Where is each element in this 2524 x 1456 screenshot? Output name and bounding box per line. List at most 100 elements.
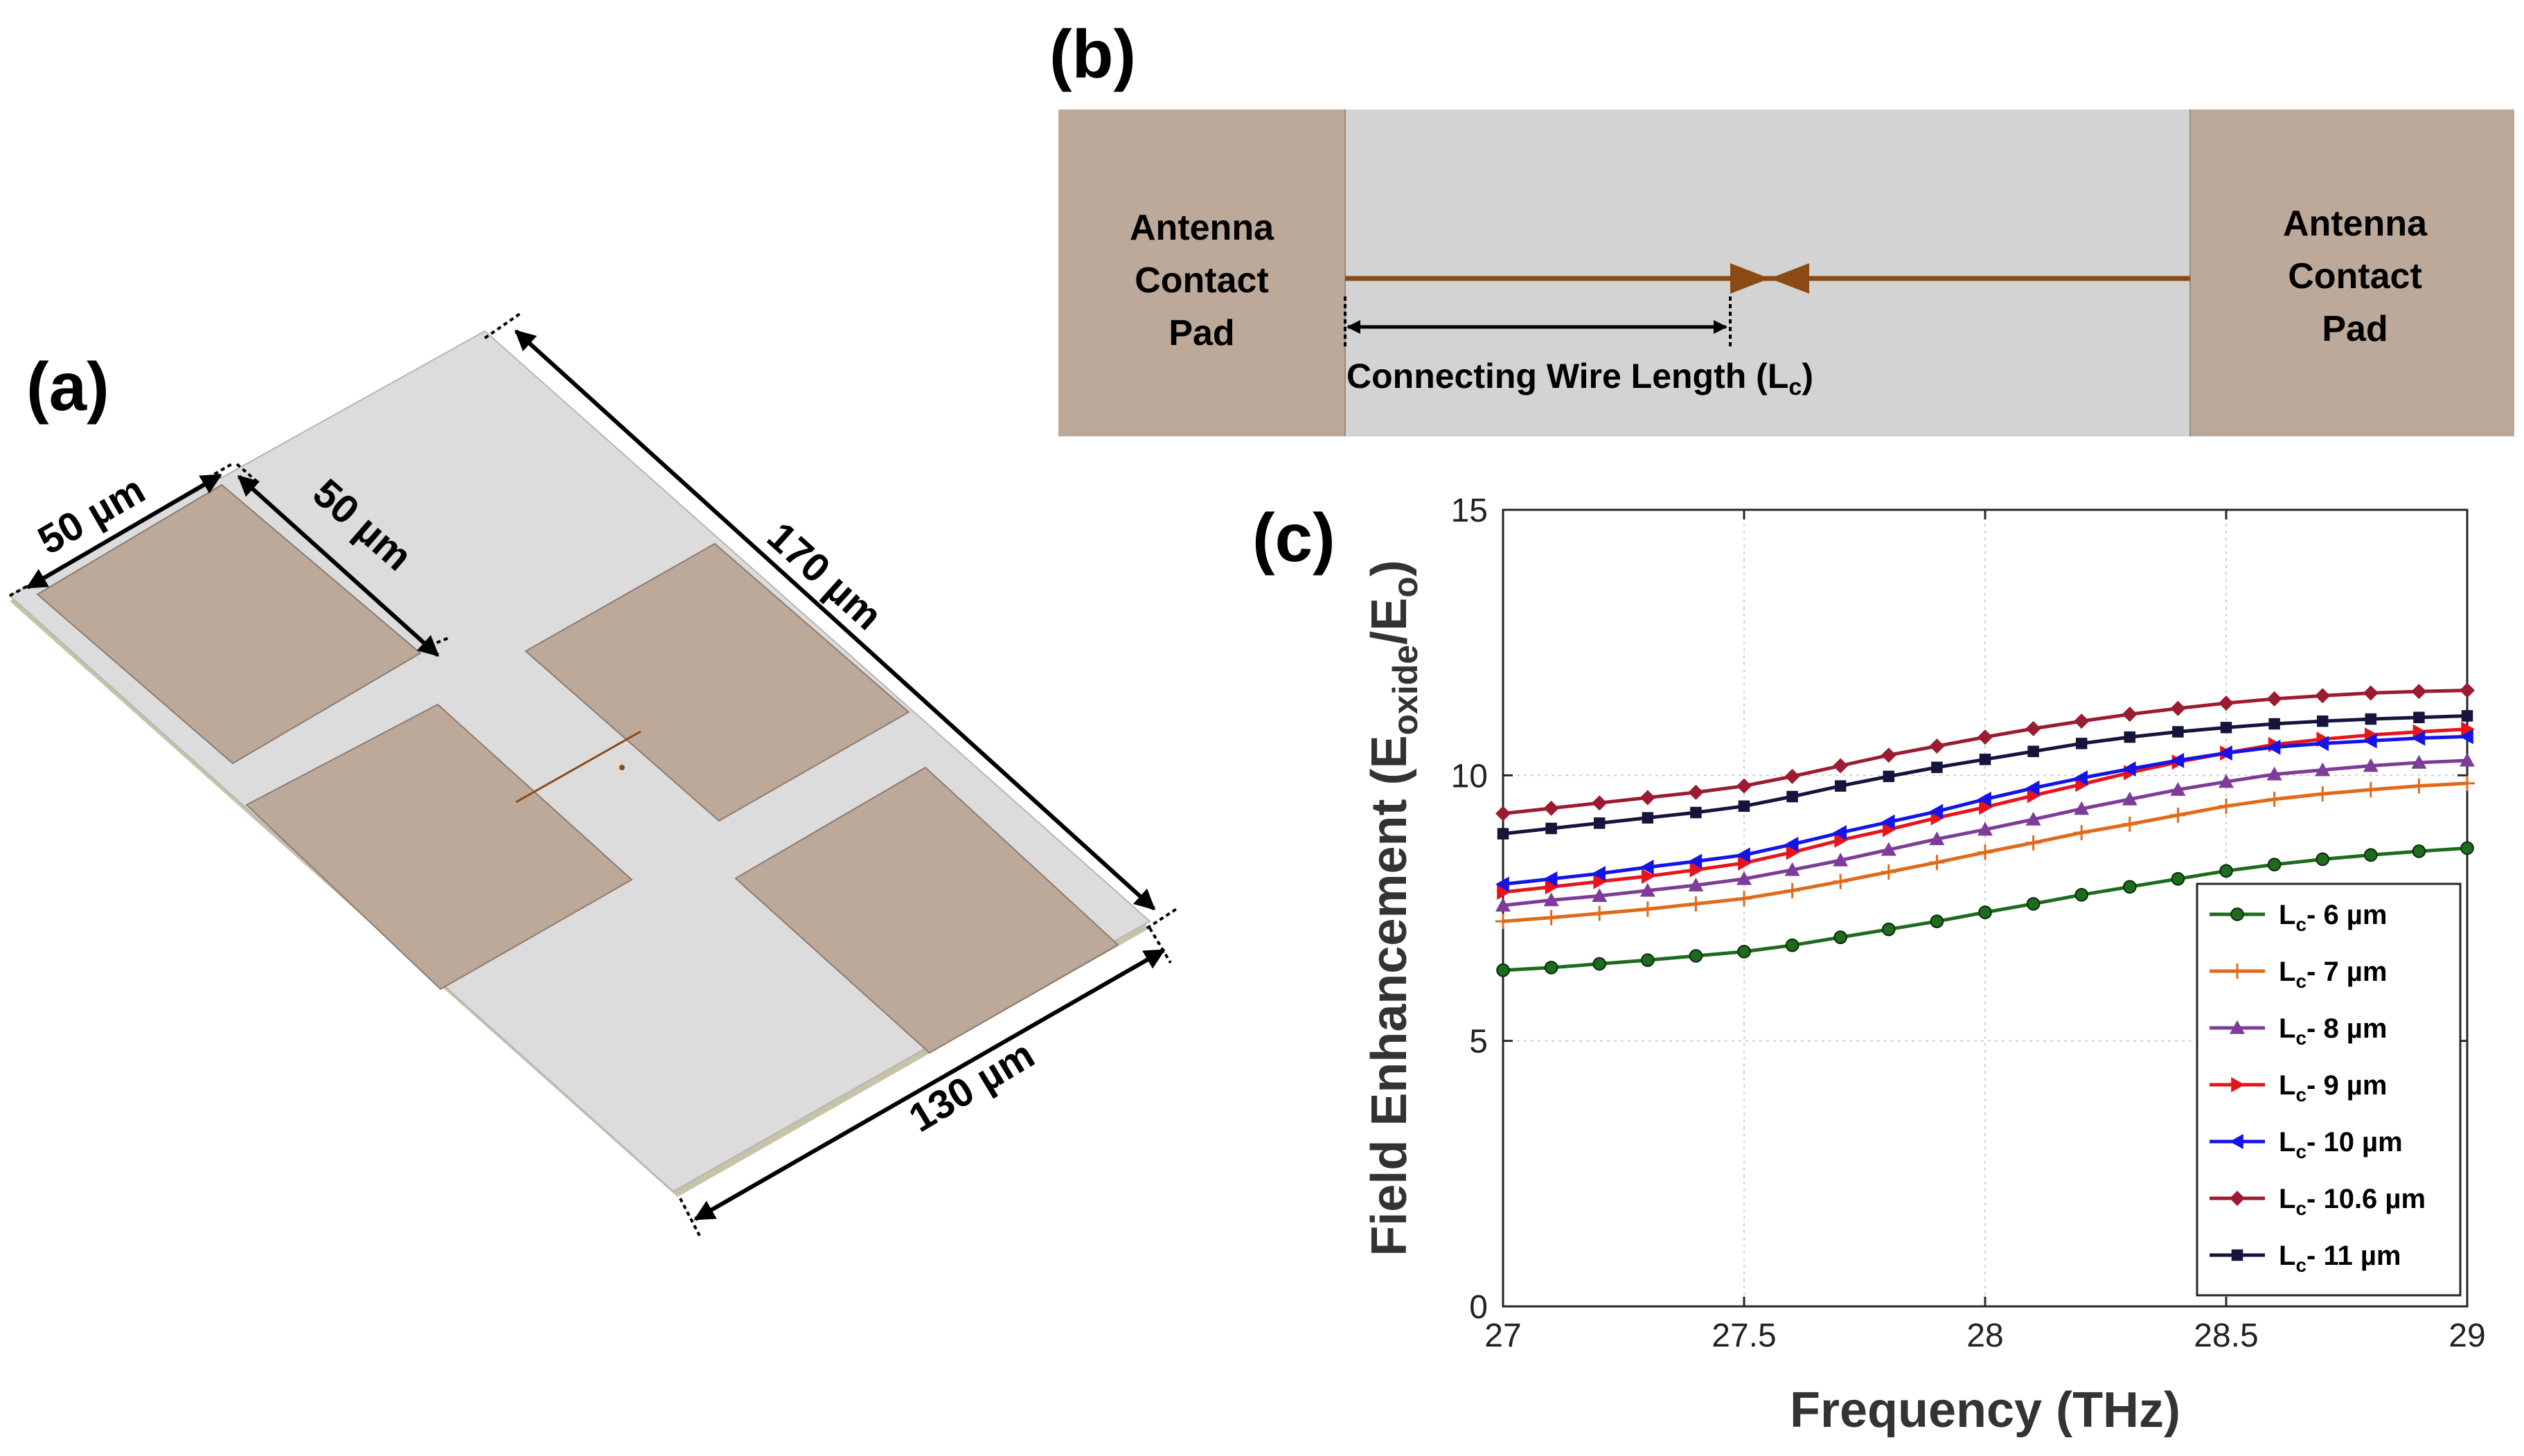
data-point <box>2025 811 2041 826</box>
series-6 <box>1497 710 2473 840</box>
data-point <box>1592 888 1608 903</box>
data-point <box>1882 922 1896 936</box>
data-point <box>2219 695 2234 711</box>
wire-length-label: Connecting Wire Length (Lc) <box>1347 357 1813 400</box>
panel-b: (b) Antenna Contact Pad Antenna Contact … <box>1049 16 2514 436</box>
data-point <box>1543 892 1559 907</box>
data-point <box>1784 882 1800 898</box>
series-5 <box>1495 682 2475 822</box>
dim-ext-line <box>483 312 522 339</box>
series-2 <box>1495 752 2475 912</box>
data-point <box>1593 817 1606 829</box>
data-point <box>2123 880 2137 894</box>
data-point <box>1929 804 1944 819</box>
data-point <box>1881 814 1895 830</box>
data-point <box>1786 790 1798 803</box>
legend-marker <box>2231 1077 2245 1092</box>
data-point <box>2074 825 2090 841</box>
data-point <box>2268 718 2280 730</box>
data-point <box>1738 855 1752 871</box>
data-point <box>1495 806 1511 822</box>
diode-right-triangle <box>1770 263 1809 294</box>
data-point <box>1736 778 1752 794</box>
legend-entry: Lc- 7 µm <box>2210 957 2387 992</box>
data-point <box>1930 914 1944 928</box>
right-contact-pad <box>2190 109 2514 436</box>
dim-arrow-pad-height <box>237 474 440 657</box>
data-point <box>1641 953 1655 967</box>
series-0 <box>1496 841 2474 977</box>
legend-label: Lc- 6 µm <box>2279 900 2387 935</box>
data-point <box>1931 761 1943 774</box>
data-point <box>1833 825 1847 841</box>
data-point <box>2219 798 2234 814</box>
legend-marker <box>2230 907 2244 921</box>
data-point <box>1497 885 1511 900</box>
data-point <box>2122 761 2136 777</box>
data-point <box>2363 782 2379 798</box>
data-point <box>1690 806 1702 819</box>
data-point <box>2170 782 2186 796</box>
data-point <box>1834 780 1847 792</box>
data-point <box>1689 949 1703 963</box>
data-point <box>2364 848 2378 862</box>
data-point <box>1543 871 1558 887</box>
legend-box <box>2196 882 2462 1297</box>
data-point <box>1929 855 1945 871</box>
data-point <box>1738 800 1750 813</box>
data-point <box>2074 888 2088 902</box>
diode-3d <box>619 765 625 770</box>
dim-arrow-pad-width <box>26 473 222 589</box>
legend-marker <box>2230 964 2245 979</box>
legend-marker <box>2230 1191 2245 1206</box>
data-point <box>2266 766 2282 781</box>
data-point <box>2365 713 2377 725</box>
legend-marker <box>2230 1020 2245 1034</box>
data-point <box>2122 707 2138 722</box>
data-point <box>2460 682 2475 698</box>
data-point <box>1978 844 1993 860</box>
dim-ext-line <box>422 636 451 650</box>
legend-entry: Lc- 8 µm <box>2210 1013 2387 1049</box>
data-point <box>2220 722 2232 734</box>
data-point <box>1543 909 1559 925</box>
data-point <box>2266 739 2281 755</box>
data-point <box>1545 822 1557 835</box>
data-point <box>1978 729 1993 745</box>
data-point <box>2316 852 2329 867</box>
data-point <box>1592 866 1606 882</box>
legend-entry: Lc- 9 µm <box>2210 1070 2387 1106</box>
data-point <box>1883 822 1896 837</box>
data-point <box>2412 844 2426 858</box>
dim-arrow-width <box>693 948 1166 1221</box>
right-pad-line-1: Antenna <box>2283 204 2428 244</box>
data-point <box>2363 733 2377 749</box>
legend-label: Lc- 7 µm <box>2279 957 2387 992</box>
data-point <box>2461 710 2473 722</box>
data-point <box>1833 853 1849 867</box>
data-point <box>1786 844 1800 860</box>
right-pad-line-2: Contact <box>2288 256 2422 296</box>
data-point <box>2460 729 2473 745</box>
data-point <box>1688 784 1704 800</box>
legend-entry: Lc- 6 µm <box>2210 900 2387 935</box>
data-point <box>1785 938 1799 952</box>
field-enhancement-chart: 27 27.5 28 28.5 29 0 5 10 15 Frequency (THz) Field… <box>1362 492 2486 1438</box>
data-point <box>2219 864 2233 878</box>
data-point <box>1979 799 1993 815</box>
data-point <box>1642 812 1654 824</box>
y-tick-label: 10 <box>1451 758 1488 794</box>
dim-ext-line <box>9 579 38 597</box>
data-point <box>2074 770 2088 786</box>
legend-label: Lc- 8 µm <box>2279 1013 2387 1049</box>
data-point <box>2074 713 2090 729</box>
data-point <box>2171 872 2185 886</box>
data-point <box>2460 752 2475 767</box>
x-tick-label: 28.5 <box>2194 1317 2258 1354</box>
data-point <box>1592 795 1608 811</box>
data-point <box>1834 832 1849 848</box>
data-point <box>2266 691 2282 707</box>
data-point <box>1688 853 1703 869</box>
data-point <box>1784 837 1799 852</box>
data-point <box>2122 816 2138 832</box>
